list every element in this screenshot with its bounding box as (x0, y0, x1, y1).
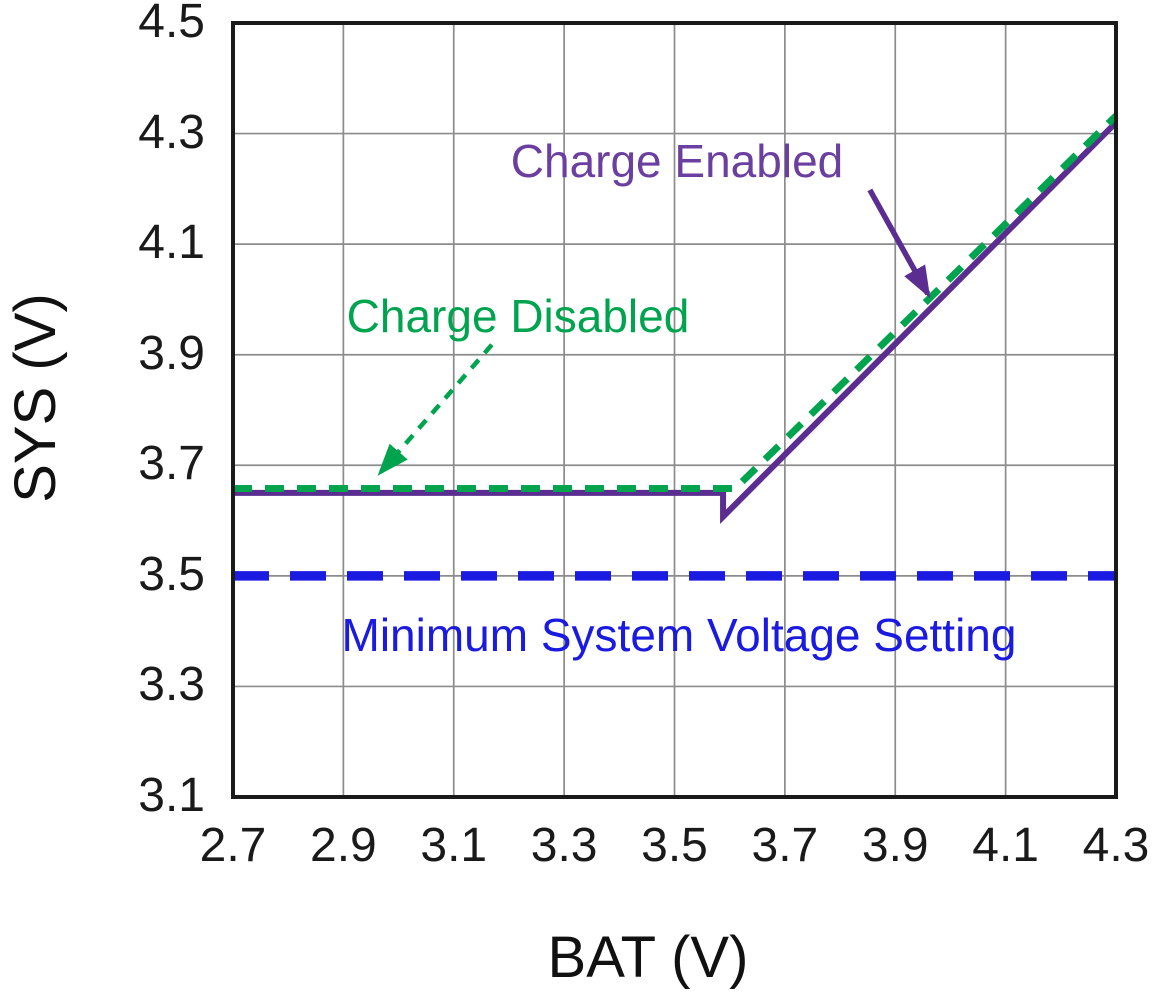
series-line-charge-disabled (233, 113, 1119, 493)
x-tick-label: 3.3 (530, 819, 598, 872)
x-tick-label: 4.3 (1082, 819, 1150, 872)
x-tick-label: 2.7 (199, 819, 267, 872)
annotation-arrow-charge-disabled (377, 343, 494, 476)
y-tick-label: 3.1 (138, 769, 205, 823)
x-axis-title: BAT (V) (547, 925, 749, 990)
x-tick-label: 3.7 (751, 819, 819, 872)
y-tick-label: 4.3 (138, 105, 205, 159)
y-tick-label: 4.1 (138, 216, 205, 270)
x-tick-label: 2.9 (310, 819, 377, 872)
y-tick-label: 3.9 (138, 326, 205, 380)
label-charge-disabled: Charge Disabled (346, 289, 690, 342)
x-tick-label: 3.5 (641, 819, 708, 872)
y-tick-label: 4.5 (138, 0, 205, 49)
y-tick-label: 3.3 (138, 658, 205, 712)
x-tick-label: 3.1 (420, 819, 488, 872)
label-charge-enabled: Charge Enabled (510, 134, 844, 187)
x-tick-label: 3.9 (861, 819, 929, 872)
series-line-charge-enabled (233, 120, 1119, 524)
y-axis-title: SYS (V) (3, 293, 68, 503)
y-tick-label: 3.5 (138, 547, 205, 601)
plot-border (231, 21, 1118, 799)
label-minimum-system-voltage-setting: Minimum System Voltage Setting (341, 608, 1017, 661)
x-tick-label: 4.1 (972, 819, 1039, 872)
y-tick-label: 3.7 (138, 437, 205, 491)
annotation-arrow-charge-enabled (867, 188, 931, 299)
